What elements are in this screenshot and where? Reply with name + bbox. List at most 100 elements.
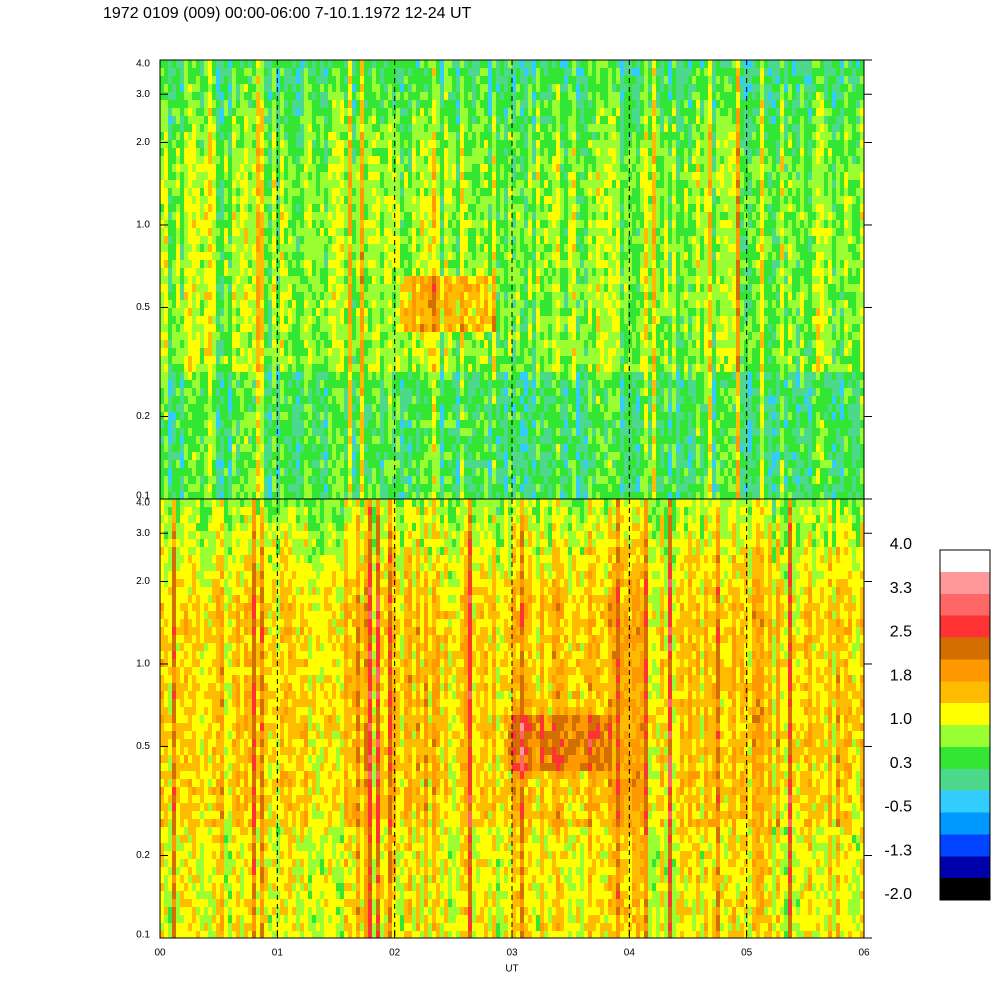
spectrum-cell [272,460,276,468]
spectrum-cell [472,476,476,484]
spectrum-cell [436,340,440,348]
spectrum-cell [340,324,344,340]
spectrum-cell [576,372,580,436]
spectrum-cell [448,436,452,452]
spectrum-cell [484,260,488,268]
spectrum-cell [204,196,208,204]
spectrum-cell [684,124,688,148]
spectrum-cell [260,108,264,132]
spectrum-cell [456,140,460,164]
spectrum-cell [220,420,224,428]
spectrum-cell [532,60,536,76]
spectrum-cell [524,444,528,452]
spectrum-cell [632,332,636,348]
spectrum-cell [448,492,452,499]
spectrum-cell [168,492,172,499]
spectrum-cell [524,268,528,276]
spectrum-cell [536,444,540,460]
spectrum-cell [708,212,712,228]
spectrum-cell [308,284,312,292]
spectrum-cell [432,476,436,484]
spectrum-cell [516,92,520,100]
spectrum-cell [304,428,308,436]
spectrum-cell [408,172,412,188]
spectrum-cell [540,220,544,228]
spectrum-cell [604,460,608,468]
spectrum-cell [312,140,316,148]
spectrum-cell [312,308,316,316]
spectrum-cell [172,212,176,220]
spectrum-cell [320,204,324,212]
spectrum-cell [412,356,416,364]
spectrum-cell [404,172,408,188]
spectrum-cell [700,100,704,116]
spectrum-cell [660,476,664,492]
spectrum-cell [412,372,416,396]
spectrum-cell [660,404,664,412]
spectrum-cell [688,164,692,172]
spectrum-cell [320,492,324,499]
spectrum-cell [352,492,356,499]
spectrum-cell [316,164,320,196]
spectrum-cell [616,388,620,412]
spectrum-cell [500,420,504,428]
spectrum-cell [648,300,652,308]
spectrum-cell [180,268,184,284]
spectrum-cell [596,180,600,188]
spectrum-cell [688,244,692,276]
spectrum-cell [508,284,512,292]
spectrum-cell [624,220,628,228]
spectrum-cell [728,276,732,292]
spectrum-cell [308,132,312,140]
spectrum-cell [668,452,672,476]
spectrum-cell [756,156,760,180]
spectrum-cell [380,308,384,324]
spectrum-cell [164,404,168,412]
spectrum-cell [244,332,248,364]
spectrum-cell [448,204,452,220]
spectrum-cell [420,420,424,428]
spectrum-cell [192,476,196,484]
spectrum-cell [516,196,520,204]
spectrum-cell [324,124,328,140]
spectrum-cell [452,260,456,268]
spectrum-cell [584,268,588,284]
spectrum-cell [616,260,620,284]
spectrum-cell [492,484,496,499]
spectrum-cell [524,484,528,499]
spectrum-cell [308,84,312,92]
spectrum-cell [504,396,508,404]
spectrum-cell [672,252,676,284]
spectrum-cell [484,316,488,324]
spectrum-cell [484,340,488,348]
spectrum-cell [392,292,396,308]
spectrum-cell [744,268,748,276]
spectrum-cell [444,380,448,420]
spectrum-cell [272,452,276,460]
spectrum-cell [464,308,468,316]
spectrum-cell [420,308,424,316]
spectrum-cell [356,260,360,276]
spectrum-cell [684,188,688,212]
spectrum-cell [748,468,752,476]
spectrum-cell [576,316,580,332]
spectrum-cell [596,92,600,116]
spectrum-cell [300,116,304,124]
spectrum-cell [240,164,244,172]
spectrum-cell [388,404,392,444]
spectrum-cell [508,364,512,380]
spectrum-cell [672,220,676,228]
spectrum-cell [396,60,400,68]
spectrum-cell [768,172,772,188]
spectrum-cell [488,356,492,364]
spectrum-cell [212,252,216,260]
spectrum-cell [632,244,636,276]
spectrum-cell [468,140,472,156]
spectrum-cell [692,212,696,220]
spectrum-cell [452,492,456,499]
spectrum-cell [688,156,692,164]
spectrum-cell [360,492,364,499]
spectrum-cell [472,260,476,268]
spectrum-cell [240,300,244,316]
spectrum-cell [228,452,232,460]
